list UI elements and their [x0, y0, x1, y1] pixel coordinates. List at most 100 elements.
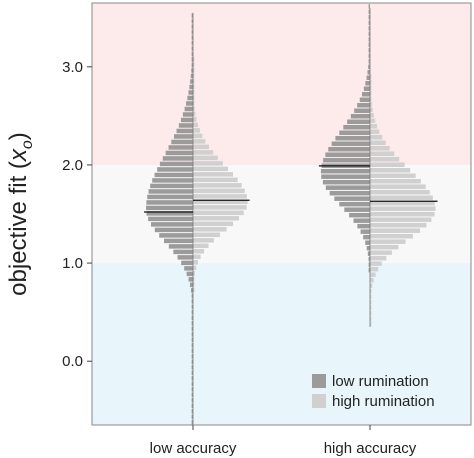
- violin-bin: [331, 141, 370, 146]
- violin-bin: [193, 249, 205, 254]
- violin-bin: [370, 310, 372, 316]
- violin-bin: [154, 172, 193, 178]
- violin-bin: [193, 100, 195, 106]
- violin-bin: [193, 139, 206, 144]
- violin-bin: [368, 267, 370, 273]
- violin-bin: [193, 205, 247, 210]
- legend-swatch-low-rumination: [312, 374, 326, 388]
- violin-bin: [370, 272, 376, 277]
- violin-bin: [366, 245, 370, 251]
- violin-bin: [370, 283, 373, 288]
- violin-bin: [193, 232, 221, 238]
- violin-bin: [347, 119, 370, 124]
- y-tick-label: 3.0: [62, 59, 83, 76]
- violin-bin: [359, 97, 370, 103]
- y-tick-label: 1.0: [62, 255, 83, 272]
- violin-bin: [370, 135, 383, 140]
- violin-bin: [146, 205, 193, 211]
- violins: [146, 4, 436, 425]
- violin-bin: [368, 48, 370, 53]
- violin-bin: [368, 31, 370, 37]
- violin-bin: [370, 294, 372, 299]
- violin-bin: [191, 13, 193, 18]
- violin-bin: [193, 221, 234, 227]
- violin-bin: [193, 166, 228, 172]
- violin-bin: [148, 189, 193, 194]
- violin-bin: [191, 409, 193, 414]
- violin-bin: [193, 133, 203, 139]
- violin-bin: [366, 75, 370, 81]
- violin-bin: [193, 199, 248, 205]
- violin-bin: [365, 81, 370, 86]
- violin-bin: [193, 122, 198, 128]
- violin-bin: [370, 178, 421, 184]
- violin-bin: [191, 321, 193, 326]
- violin-bin: [180, 117, 193, 123]
- violin-bin: [370, 195, 433, 200]
- violin-bin: [191, 376, 193, 381]
- violin-bin: [368, 64, 370, 70]
- violin-bin: [193, 155, 218, 161]
- violin-bin: [193, 210, 244, 216]
- violin-bin: [159, 233, 193, 238]
- violin-bin: [370, 173, 416, 178]
- violin-bin: [159, 161, 193, 167]
- violin-bin: [368, 53, 370, 59]
- violin-bin: [193, 282, 195, 287]
- violin-bin: [184, 106, 193, 112]
- violin-bin: [368, 59, 370, 64]
- violin-bin: [193, 183, 242, 188]
- violin-bin: [193, 128, 200, 133]
- violin-bin: [363, 86, 370, 92]
- violin-bin: [335, 135, 370, 141]
- mean-lines: [144, 165, 438, 213]
- violin-bin: [193, 243, 209, 249]
- violin-bin: [370, 239, 406, 244]
- violin-bin: [171, 139, 193, 145]
- violin-bin: [370, 124, 378, 129]
- violin-bin: [320, 168, 370, 174]
- violin-bin: [193, 276, 195, 282]
- violin-bin: [193, 62, 195, 67]
- violin-bin: [368, 9, 370, 15]
- violin-bin: [191, 392, 193, 398]
- violin-bin: [370, 189, 430, 195]
- violin-bin: [370, 129, 380, 135]
- violin-bin: [370, 200, 435, 206]
- violin-bin: [360, 229, 370, 234]
- violin-bin: [176, 128, 193, 134]
- violin-bin: [157, 167, 193, 172]
- violin-bin: [370, 206, 436, 211]
- violin-bin: [193, 177, 238, 183]
- violin-bin: [193, 265, 197, 271]
- violin-bin: [328, 146, 370, 152]
- legend-label-low-rumination: low rumination: [332, 373, 429, 390]
- violin-bin: [164, 238, 193, 244]
- violin-bin: [363, 234, 370, 240]
- violin-bin: [187, 95, 193, 101]
- violin-bin: [177, 255, 193, 260]
- violin-half-left: [146, 13, 193, 425]
- violin-bin: [370, 316, 372, 321]
- violin-bin: [168, 244, 193, 249]
- violin-bin: [186, 271, 193, 277]
- violin-bin: [370, 156, 400, 162]
- violin-bin: [191, 337, 193, 343]
- violin-bin: [370, 107, 373, 113]
- violin-bin: [191, 29, 193, 35]
- violin-bin: [370, 217, 432, 222]
- legend-label-high-rumination: high rumination: [332, 393, 435, 410]
- violin-bin: [178, 123, 193, 128]
- violin-bin: [370, 91, 372, 96]
- violin-bin: [148, 216, 193, 222]
- violin-bin: [321, 174, 370, 179]
- x-category-label: low accuracy: [150, 440, 237, 457]
- y-axis-label: objective fit (xo): [5, 132, 36, 296]
- violin-bin: [193, 56, 195, 62]
- violin-bin: [190, 79, 193, 84]
- violin-bin: [368, 15, 370, 20]
- violin-bin: [162, 156, 193, 161]
- violin-bin: [191, 310, 193, 315]
- violin-bin: [191, 51, 193, 57]
- violin-bin: [339, 130, 370, 135]
